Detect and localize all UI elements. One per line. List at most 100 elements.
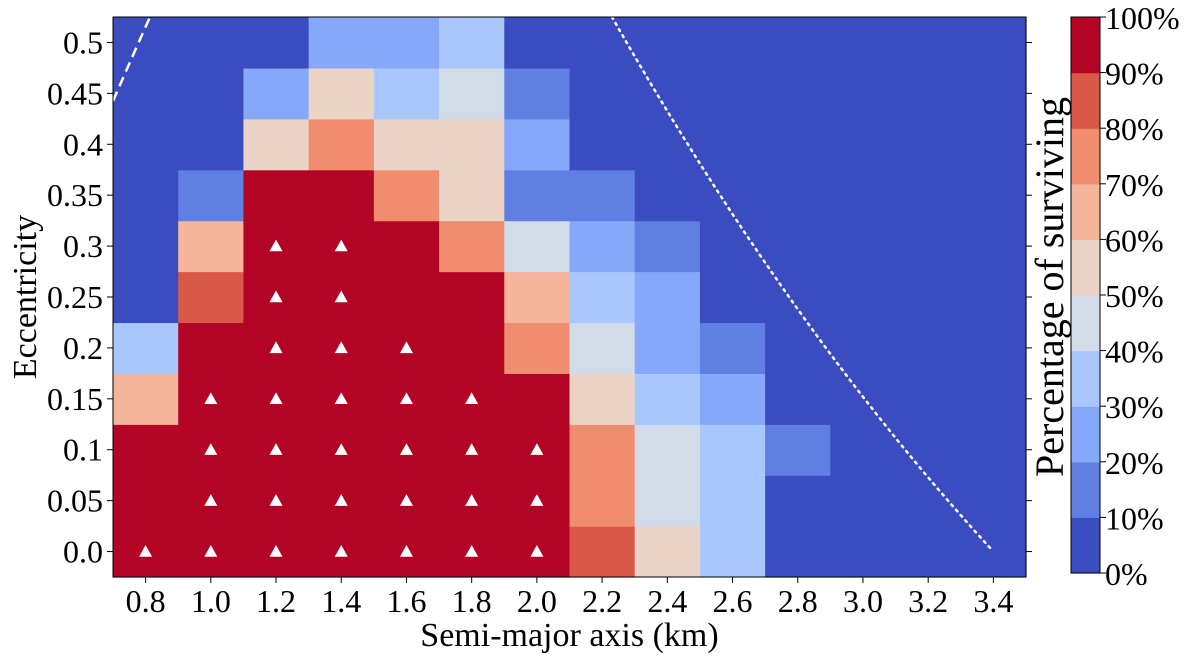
- heatmap-cell: [895, 169, 962, 222]
- heatmap-cell: [308, 118, 375, 171]
- triangle-marker: [269, 239, 283, 252]
- heatmap-cell: [178, 17, 245, 69]
- colorbar-segment: [1071, 183, 1100, 240]
- heatmap-cell: [569, 424, 636, 476]
- heatmap-cell: [178, 322, 245, 374]
- dashed-boundary-line: [111, 16, 152, 102]
- heatmap-cell: [765, 118, 831, 171]
- heatmap-cell: [243, 169, 310, 222]
- triangle-marker: [204, 392, 218, 405]
- y-tick-label: 0.2: [63, 330, 103, 366]
- heatmap-cell: [439, 220, 505, 273]
- colorbar-segment: [1071, 128, 1100, 185]
- colorbar-tick-label: 70%: [1105, 167, 1164, 203]
- colorbar-segment: [1071, 461, 1100, 518]
- y-tick-label: 0.4: [63, 126, 103, 162]
- heatmap-cell: [895, 17, 962, 69]
- y-axis-label: Eccentricity: [7, 215, 44, 379]
- heatmap-cell: [439, 67, 505, 120]
- triangle-marker: [465, 392, 479, 405]
- heatmap-cell: [243, 17, 310, 69]
- colorbar-tick-label: 100%: [1105, 0, 1180, 36]
- heatmap-cell: [504, 67, 571, 120]
- heatmap-cell: [765, 169, 831, 222]
- heatmap-cell: [765, 271, 831, 324]
- triangle-marker: [399, 545, 413, 557]
- triangle-marker: [465, 443, 479, 455]
- triangle-marker: [530, 494, 544, 506]
- heatmap-cell: [699, 17, 766, 69]
- triangle-marker: [399, 494, 413, 506]
- heatmap-cell: [830, 17, 897, 69]
- heatmap-cell: [895, 220, 962, 273]
- x-tick-label: 1.4: [321, 583, 361, 619]
- heatmap-cell: [765, 424, 831, 476]
- heatmap-cell: [960, 220, 1027, 273]
- triangle-marker: [334, 443, 348, 455]
- heatmap-cell: [960, 322, 1027, 374]
- heatmap-cell: [960, 118, 1027, 171]
- heatmap-cell: [699, 118, 766, 171]
- heatmap-cell: [699, 373, 766, 425]
- boundary-curves: [111, 15, 994, 552]
- heatmap-cell: [895, 67, 962, 120]
- heatmap-cell: [830, 118, 897, 171]
- heatmap-cell: [960, 475, 1027, 527]
- heatmap-cell: [634, 67, 701, 120]
- heatmap-cell: [765, 67, 831, 120]
- heatmap-cell: [113, 169, 179, 222]
- x-axis-ticks: 0.8 1.0 1.2 1.4 1.6 1.8 2.0 2.2 2.4 2.6 2.8 3.0 3.2 3…: [126, 577, 1013, 619]
- heatmap-cell: [830, 67, 897, 120]
- y-tick-label: 0.5: [63, 24, 103, 60]
- heatmap-cell: [830, 424, 897, 476]
- heatmap-cell: [439, 17, 505, 69]
- heatmap-cell: [113, 322, 179, 374]
- colorbar: 0% 10% 20% 30% 40% 50% 60% 70% 80% 90% 100%: [1070, 0, 1180, 592]
- colorbar-segment: [1071, 239, 1100, 296]
- x-tick-label: 2.0: [517, 583, 557, 619]
- heatmap-cell: [634, 169, 701, 222]
- triangle-marker: [139, 545, 153, 557]
- heatmap-cell: [373, 220, 440, 273]
- heatmap-cell: [439, 271, 505, 324]
- heatmap-cell: [895, 373, 962, 425]
- y-tick-label: 0.05: [47, 483, 103, 519]
- heatmap-cell: [178, 220, 245, 273]
- heatmap-cell: [178, 118, 245, 171]
- x-tick-label: 3.0: [843, 583, 883, 619]
- heatmap-cell: [504, 322, 571, 374]
- colorbar-tick-label: 80%: [1105, 111, 1164, 147]
- x-tick-label: 0.8: [126, 583, 166, 619]
- heatmap-cell: [113, 271, 179, 324]
- heatmap-cell: [895, 118, 962, 171]
- colorbar-label: Percentage of surviving: [1027, 97, 1072, 477]
- heatmap-cell: [178, 271, 245, 324]
- y-tick-label: 0.1: [63, 432, 103, 468]
- heatmap-cell: [960, 526, 1027, 578]
- y-tick-label: 0.15: [47, 381, 103, 417]
- colorbar-tick-label: 10%: [1105, 500, 1164, 536]
- heatmap-cell: [699, 220, 766, 273]
- heatmap-cell: [699, 169, 766, 222]
- heatmap-cell: [960, 271, 1027, 324]
- heatmap-cell: [765, 526, 831, 578]
- heatmap-cell: [569, 373, 636, 425]
- heatmap-cell: [830, 322, 897, 374]
- heatmap-cell: [634, 220, 701, 273]
- triangle-marker: [399, 392, 413, 405]
- y-axis-ticks: 0.0 0.05 0.1 0.15 0.2 0.25 0.3 0.35 0.4 0.45 0.5: [47, 24, 1032, 570]
- colorbar-segment: [1071, 17, 1100, 74]
- heatmap-cell: [569, 526, 636, 578]
- heatmap-cell: [113, 118, 179, 171]
- x-tick-label: 2.2: [582, 583, 622, 619]
- heatmap-cell: [243, 118, 310, 171]
- triangle-marker: [204, 494, 218, 506]
- heatmap-cell: [895, 475, 962, 527]
- heatmap-cell: [830, 220, 897, 273]
- heatmap-cell: [308, 67, 375, 120]
- heatmap-cell: [569, 118, 636, 171]
- heatmap-cell: [699, 526, 766, 578]
- heatmap-cell: [373, 17, 440, 69]
- triangle-markers: [139, 239, 544, 557]
